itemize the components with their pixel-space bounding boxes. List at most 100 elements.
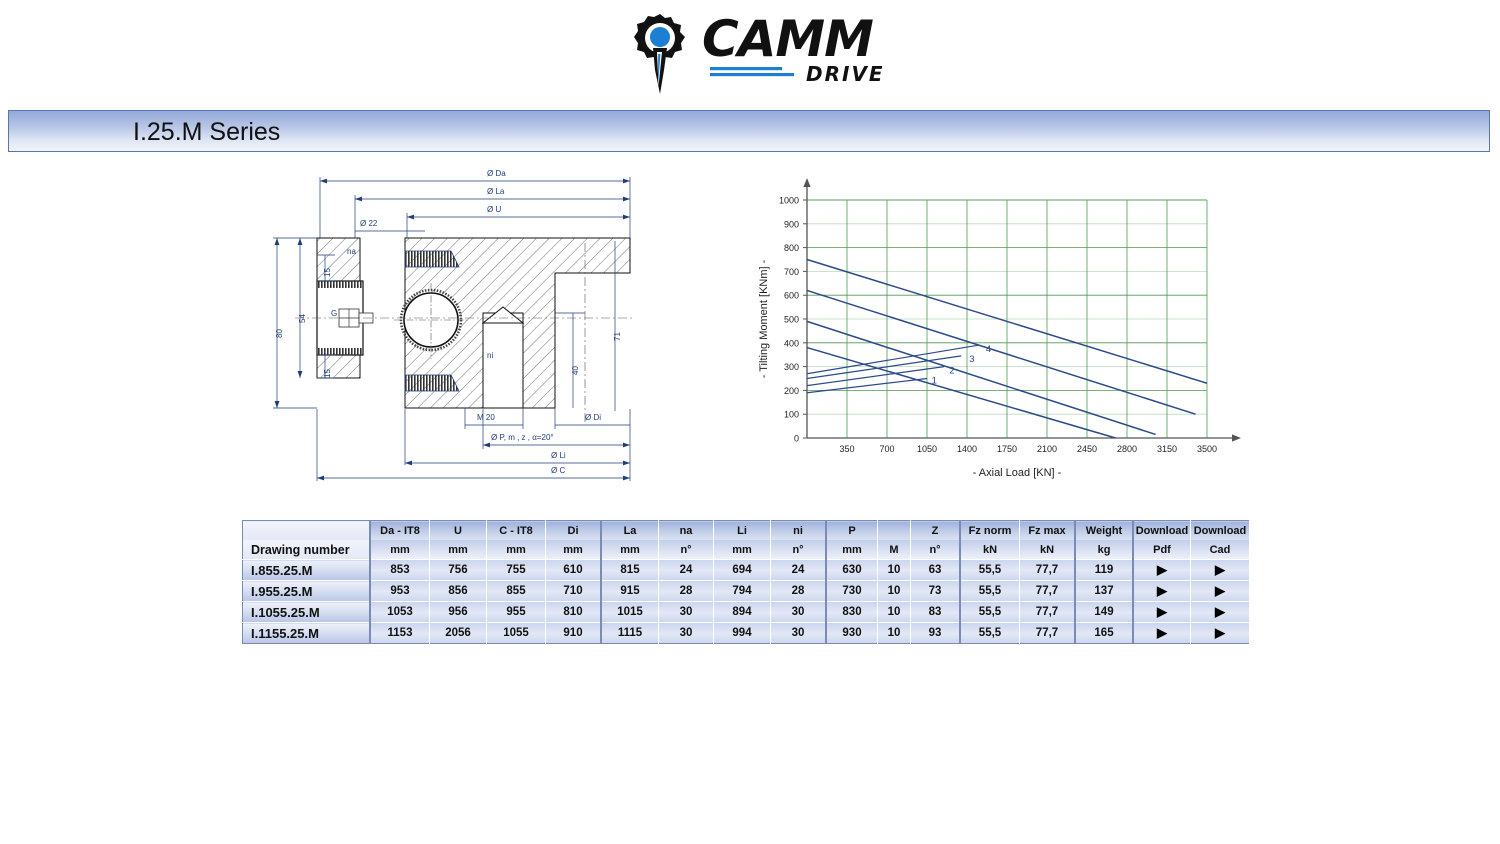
header-weight: Weight [1074, 520, 1134, 540]
table-cell: 93 [910, 622, 961, 644]
download-pdf-button[interactable]: ▶ [1132, 559, 1191, 581]
header-fzmax: Fz max [1019, 520, 1076, 540]
play-triangle-icon: ▶ [1215, 562, 1225, 577]
table-row: I.855.25.M 853 756 755 610 815 24 694 24 630 10 63 5… [242, 559, 1250, 581]
table-cell: 83 [910, 601, 961, 623]
logo-sub-text: DRIVE [806, 62, 885, 86]
x-tick-label: 1750 [997, 444, 1017, 454]
header-di: Di [545, 520, 602, 540]
table-cell: 730 [825, 580, 878, 602]
table-cell: 119 [1074, 559, 1134, 581]
dim-label-g: G [331, 309, 338, 318]
camm-drive-logo: CAMM DRIVE [624, 8, 883, 94]
header-ni: ni [770, 520, 827, 540]
cell-drawing-number: I.855.25.M [242, 559, 371, 581]
dim-label-15b: 15 [323, 369, 332, 378]
unit-cad: Cad [1190, 540, 1250, 560]
table-cell: 30 [770, 622, 827, 644]
dim-label-ni: ni [487, 351, 494, 360]
play-triangle-icon: ▶ [1215, 583, 1225, 598]
y-tick-label: 900 [784, 219, 799, 229]
page-title-banner: I.25.M Series [8, 110, 1490, 152]
table-cell: 77,7 [1019, 601, 1076, 623]
play-triangle-icon: ▶ [1157, 625, 1167, 640]
download-cad-button[interactable]: ▶ [1190, 622, 1250, 644]
table-cell: 956 [429, 601, 487, 623]
table-cell: 610 [545, 559, 602, 581]
table-cell: 955 [486, 601, 546, 623]
bearing-cross-section-drawing [273, 177, 635, 481]
dimension-lines [273, 177, 631, 481]
unit-c: mm [486, 540, 546, 560]
x-tick-label: 2800 [1117, 444, 1137, 454]
pin-icon [653, 48, 667, 94]
chart-curve [806, 355, 962, 380]
download-cad-button[interactable]: ▶ [1190, 601, 1250, 623]
y-tick-label: 700 [784, 267, 799, 277]
x-tick-label: 1400 [957, 444, 977, 454]
table-cell: 630 [825, 559, 878, 581]
table-cell: 55,5 [959, 622, 1020, 644]
table-cell: 830 [825, 601, 878, 623]
table-cell: 24 [658, 559, 714, 581]
chart-curve [806, 258, 1208, 384]
header-c: C - IT8 [486, 520, 546, 540]
y-tick-label: 1000 [779, 196, 799, 206]
y-tick-label: 200 [784, 386, 799, 396]
table-row: I.955.25.M 953 856 855 710 915 28 794 28 730 10 73 5… [242, 580, 1250, 602]
unit-z: n° [910, 540, 961, 560]
table-body: Da - IT8 U C - IT8 Di La na Li ni P Z Fz… [242, 520, 1250, 644]
table-cell: 30 [658, 622, 714, 644]
unit-ni: n° [770, 540, 827, 560]
unit-da: mm [369, 540, 430, 560]
table-header-row-top: Da - IT8 U C - IT8 Di La na Li ni P Z Fz… [242, 520, 1250, 540]
cell-drawing-number: I.1055.25.M [242, 601, 371, 623]
x-tick-label: 3150 [1157, 444, 1177, 454]
header-m-blank [877, 520, 911, 540]
table-cell: 55,5 [959, 601, 1020, 623]
y-tick-label: 500 [784, 315, 799, 325]
unit-p: mm [825, 540, 878, 560]
table-cell: 28 [770, 580, 827, 602]
download-pdf-button[interactable]: ▶ [1132, 601, 1191, 623]
table-cell: 915 [600, 580, 659, 602]
table-cell: 756 [429, 559, 487, 581]
table-cell: 755 [486, 559, 546, 581]
cell-drawing-number: I.1155.25.M [242, 622, 371, 644]
y-tick-label: 300 [784, 362, 799, 372]
header-top-blank [242, 520, 371, 540]
header-u: U [429, 520, 487, 540]
table-header-row-unit: Drawing number mm mm mm mm mm n° mm n° m… [242, 540, 1250, 560]
table-cell: 10 [877, 601, 911, 623]
header-drawing-number: Drawing number [242, 540, 371, 560]
download-cad-button[interactable]: ▶ [1190, 580, 1250, 602]
header-p: P [825, 520, 878, 540]
dim-label-54: 54 [298, 314, 307, 323]
y-tick-label: 800 [784, 243, 799, 253]
chart-curve [806, 366, 945, 387]
unit-m: M [877, 540, 911, 560]
table-cell: 165 [1074, 622, 1134, 644]
curve-annotation: 1 [932, 376, 937, 387]
table-cell: 149 [1074, 601, 1134, 623]
download-pdf-button[interactable]: ▶ [1132, 622, 1191, 644]
unit-na: n° [658, 540, 714, 560]
dim-label-u: Ø U [487, 205, 502, 214]
y-tick-label: 600 [784, 291, 799, 301]
table-cell: 2056 [429, 622, 487, 644]
play-triangle-icon: ▶ [1157, 562, 1167, 577]
x-axis-label: - Axial Load [KN] - [973, 467, 1062, 479]
table-cell: 30 [770, 601, 827, 623]
dim-label-c: Ø C [551, 466, 566, 475]
unit-la: mm [600, 540, 659, 560]
logo-mark [634, 14, 794, 94]
header-download-pdf: Download [1132, 520, 1191, 540]
load-capacity-chart: 0 100 200 300 400 500 600 700 800 900 1000 350 700 10… [745, 170, 1255, 490]
table-cell: 55,5 [959, 559, 1020, 581]
table-cell: 77,7 [1019, 580, 1076, 602]
bearing-section-geometry [295, 237, 635, 423]
x-tick-label: 2450 [1077, 444, 1097, 454]
download-pdf-button[interactable]: ▶ [1132, 580, 1191, 602]
download-cad-button[interactable]: ▶ [1190, 559, 1250, 581]
table-cell: 794 [713, 580, 771, 602]
